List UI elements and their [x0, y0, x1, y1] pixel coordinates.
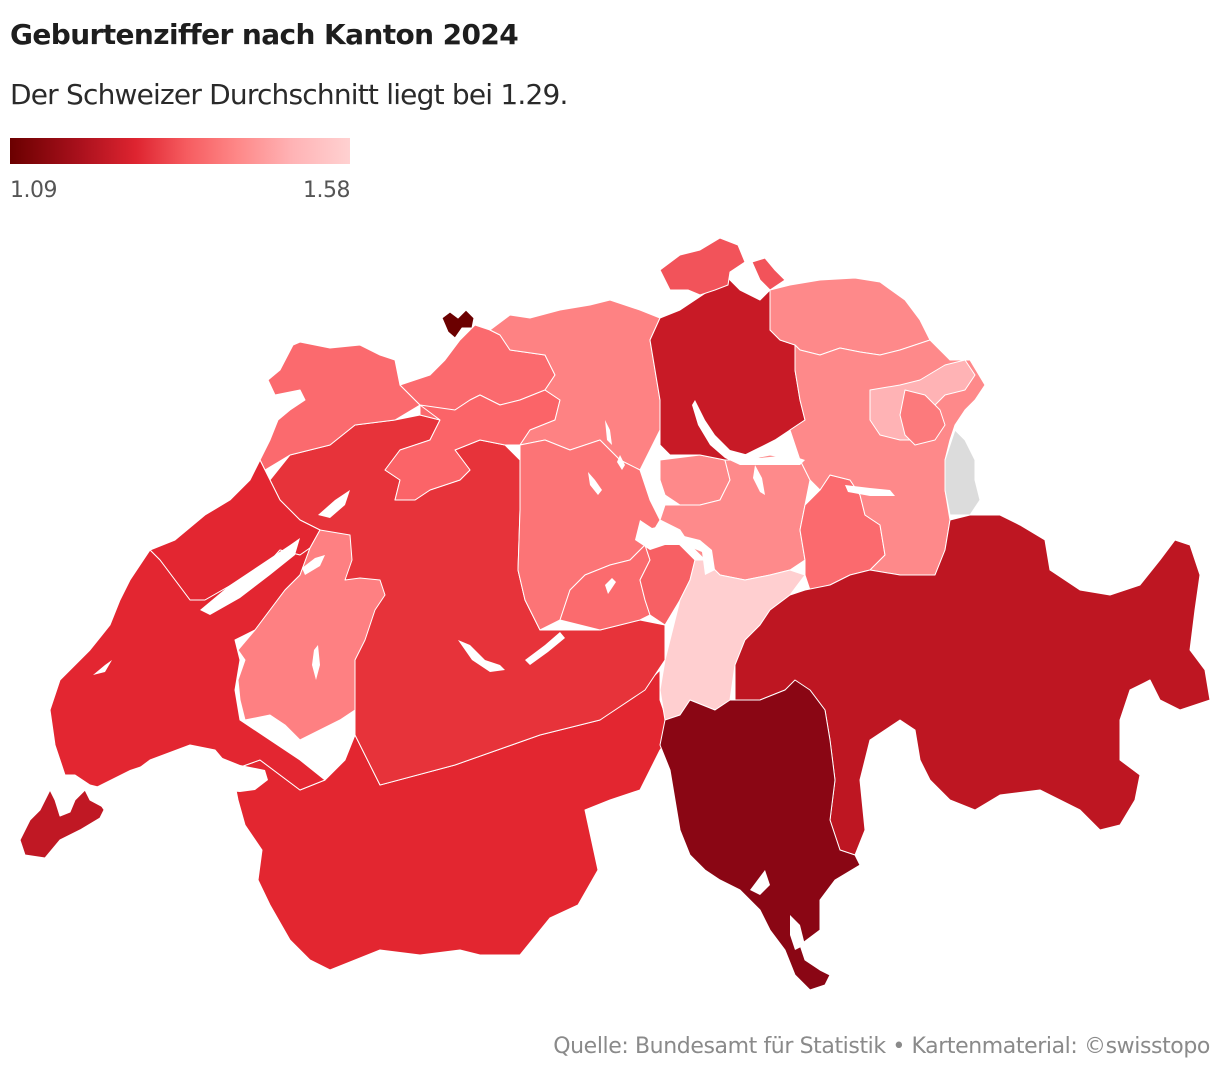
lake-murten [302, 555, 325, 575]
lake-gruyere [312, 645, 320, 680]
legend-max-label: 1.58 [303, 178, 350, 203]
lake-lucerne [635, 520, 715, 575]
canton-GE[interactable]: Genf: 1.21 [19, 789, 106, 859]
lake-walen [845, 485, 895, 496]
lake-hallwil [617, 455, 625, 470]
canton-TG[interactable]: Thurgau: 1.47 [769, 277, 931, 356]
lake-maggiore [750, 870, 770, 895]
lake-brienz [525, 632, 565, 665]
legend-min-label: 1.09 [10, 178, 57, 203]
lake-lugano [790, 915, 805, 950]
chart-subtitle: Der Schweizer Durchschnitt liegt bei 1.2… [10, 78, 568, 111]
lake-baldegg [605, 420, 612, 445]
lake-sempach [588, 472, 602, 495]
color-legend: 1.09 1.58 [10, 138, 350, 208]
lake-biel [318, 490, 350, 518]
canton-GR[interactable]: Graubünden: 1.21 [734, 514, 1211, 856]
region-liechtenstein[interactable]: Liechtenstein (keine Daten) [944, 429, 981, 516]
switzerland-map: Wallis: 1.27 Bern: 1.29 Jura: 1.40 Basel… [0, 220, 1220, 1020]
canton-AI[interactable]: Appenzell Innerrhoden: 1.45 [899, 389, 946, 446]
canton-SH[interactable]: Schaffhausen: 1.36 [659, 237, 786, 296]
canton-JU[interactable]: Jura: 1.40 [259, 341, 421, 471]
source-credit: Quelle: Bundesamt für Statistik • Karten… [553, 1034, 1210, 1059]
canton-FR[interactable]: Freiburg: 1.46 [237, 529, 386, 741]
lake-joux [93, 660, 112, 675]
canton-TI[interactable]: Tessin: 1.13 [659, 679, 861, 991]
lake-zug [753, 465, 765, 495]
canton-ZG[interactable]: Zug: 1.47 [659, 454, 731, 506]
canton-BS[interactable]: Basel-Stadt: 1.09 [441, 309, 475, 339]
lake-neuchatel [200, 538, 300, 615]
legend-labels: 1.09 1.58 [10, 178, 350, 208]
lake-geneva [90, 750, 268, 815]
canton-SO[interactable]: Solothurn: 1.40 [384, 389, 561, 501]
legend-gradient-bar [10, 138, 350, 164]
lake-sarnen [605, 578, 616, 594]
canton-UR[interactable]: Uri: 1.58 [659, 559, 806, 721]
chart-title: Geburtenziffer nach Kanton 2024 [10, 18, 519, 51]
lake-thun [458, 640, 505, 672]
lake-zurich [692, 400, 805, 465]
